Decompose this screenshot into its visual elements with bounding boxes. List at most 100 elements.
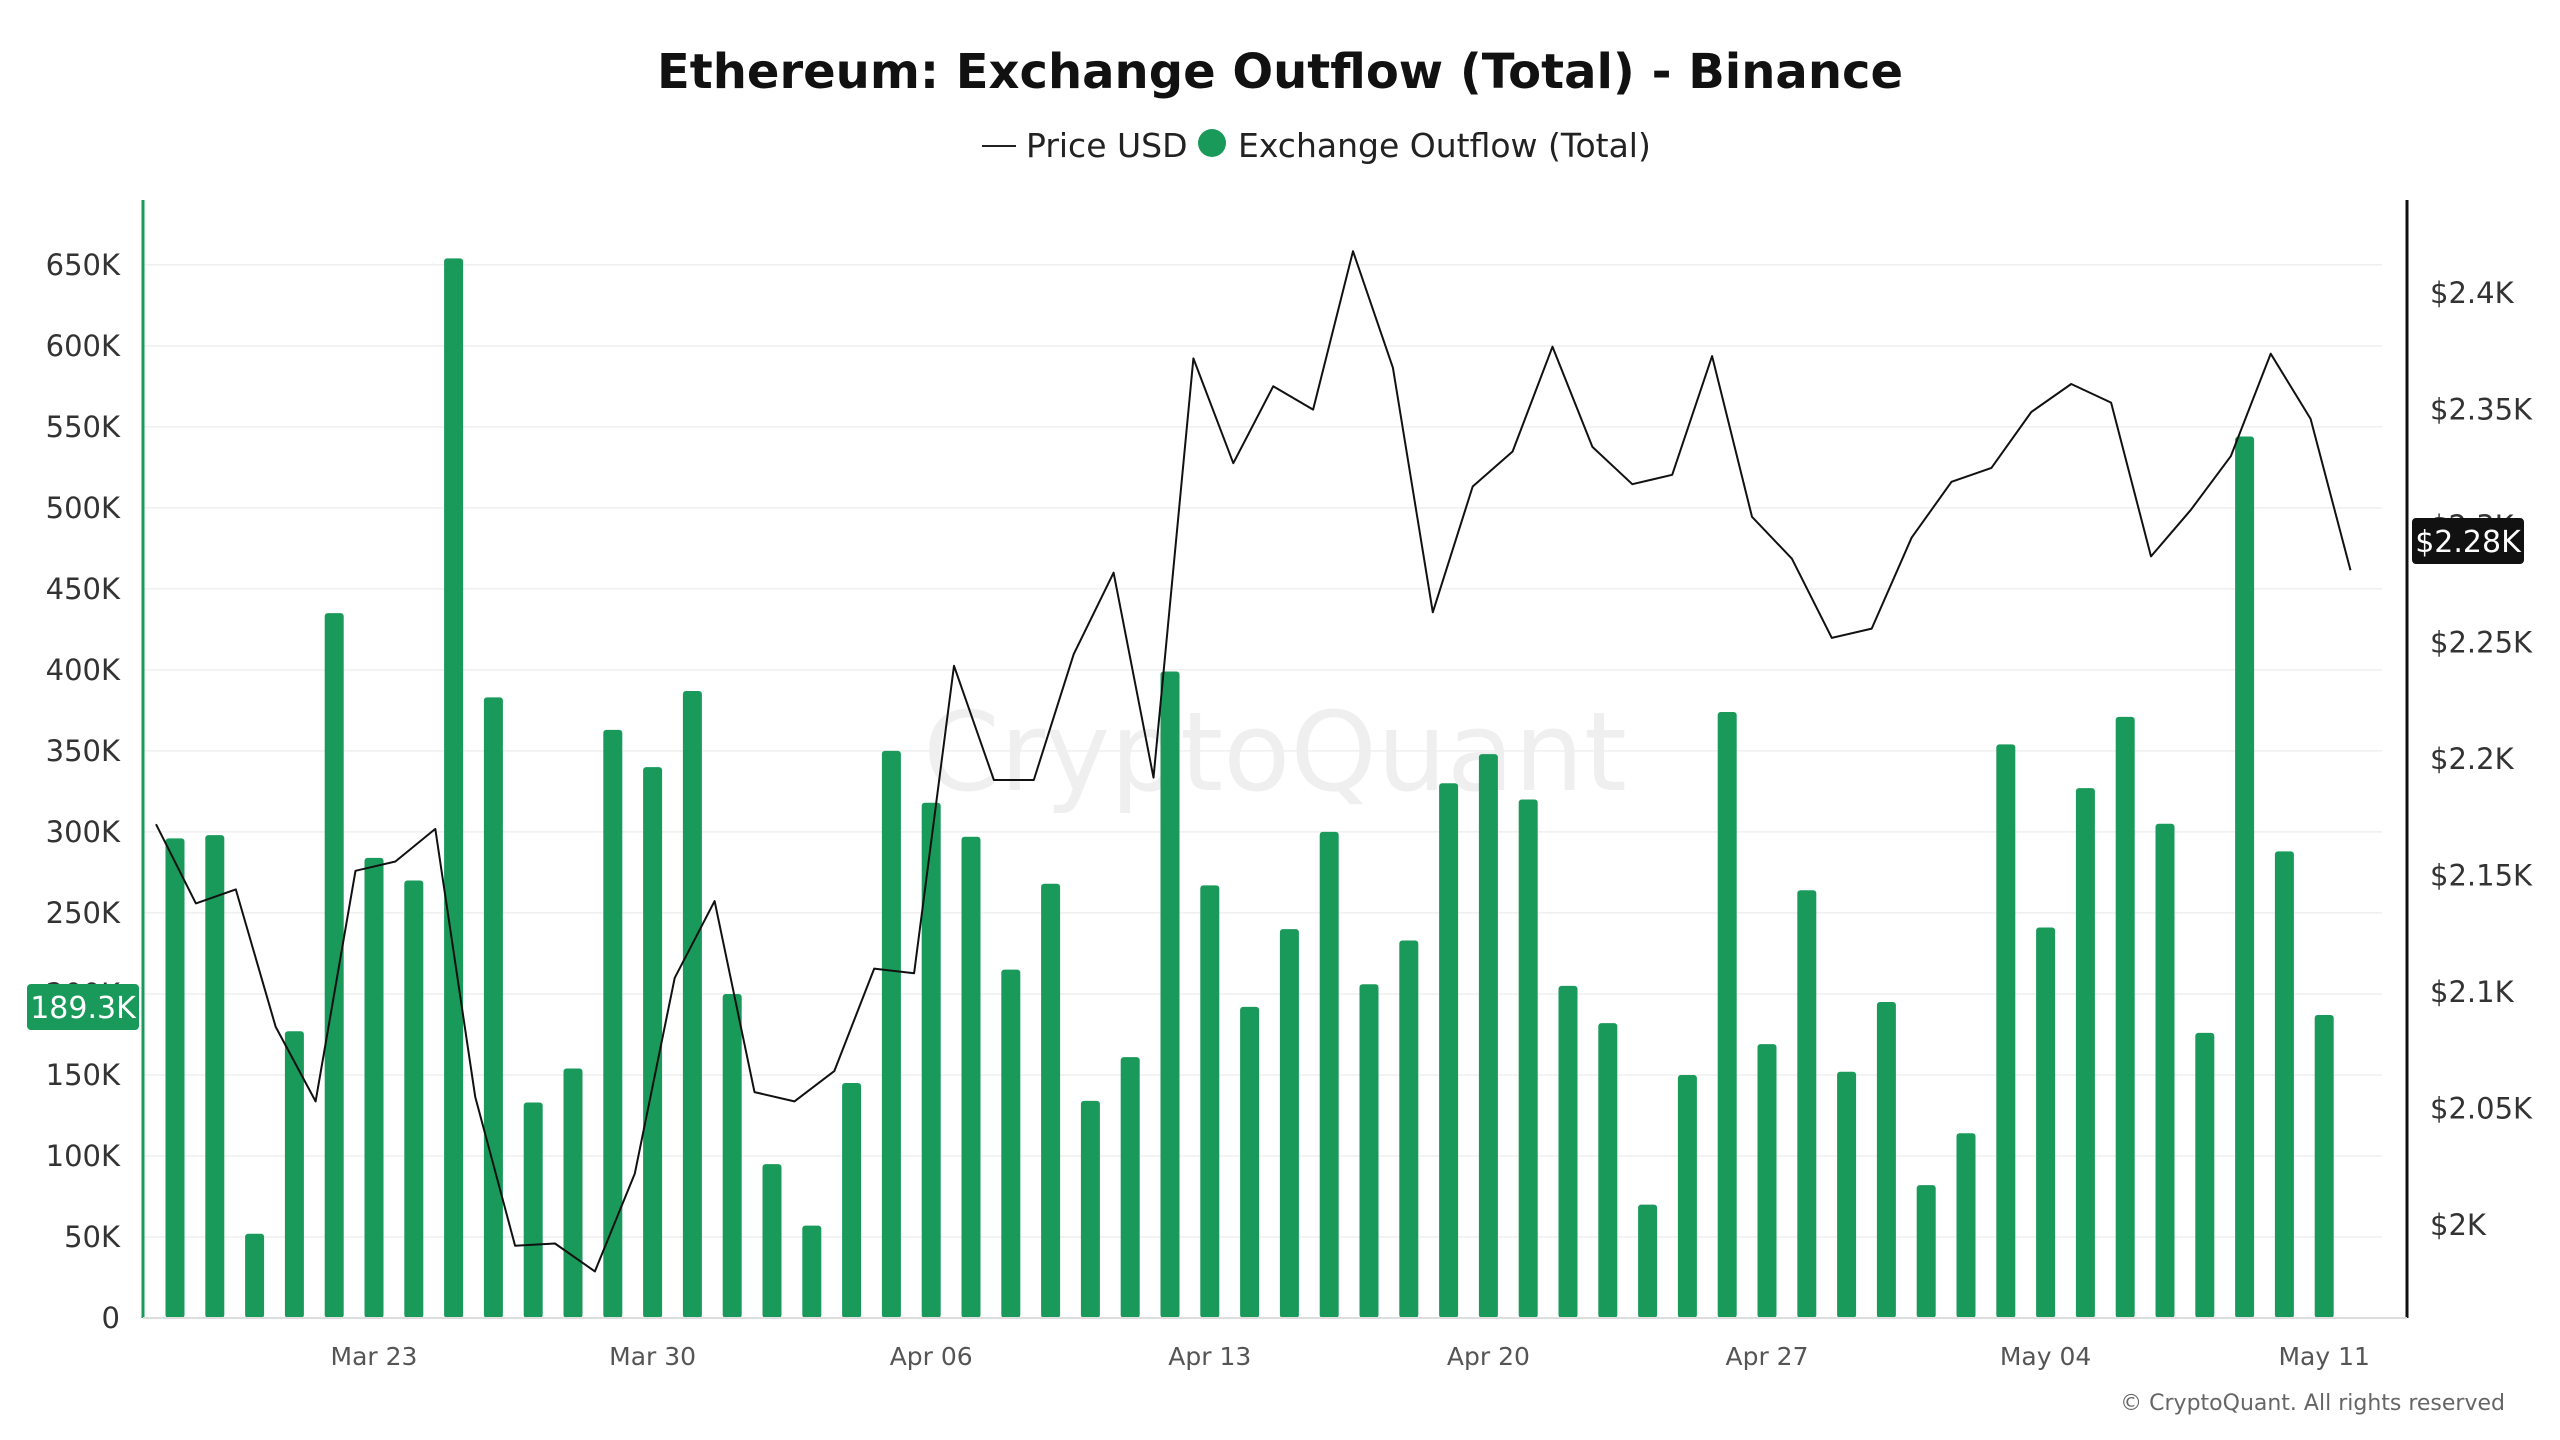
outflow-bar[interactable] xyxy=(722,993,742,1318)
right-tick-label: $2.2K xyxy=(2430,742,2515,776)
outflow-bar[interactable] xyxy=(1677,1074,1697,1318)
outflow-bar[interactable] xyxy=(483,697,503,1318)
outflow-bar[interactable] xyxy=(1837,1071,1857,1318)
outflow-bar[interactable] xyxy=(1359,984,1379,1318)
outflow-bar[interactable] xyxy=(1120,1057,1140,1318)
outflow-bar[interactable] xyxy=(364,857,384,1318)
outflow-bar[interactable] xyxy=(2155,823,2175,1318)
right-tick-label: $2.4K xyxy=(2430,276,2515,310)
outflow-bar[interactable] xyxy=(2036,927,2056,1318)
outflow-bar[interactable] xyxy=(2235,436,2255,1318)
outflow-bar[interactable] xyxy=(523,1102,543,1318)
x-tick-label: May 04 xyxy=(2000,1342,2091,1371)
outflow-bar[interactable] xyxy=(1598,1023,1618,1318)
x-tick-label: Mar 30 xyxy=(609,1342,696,1371)
left-tick-label: 400K xyxy=(46,653,121,687)
x-tick-label: Apr 27 xyxy=(1725,1342,1808,1371)
x-tick-label: Apr 06 xyxy=(890,1342,973,1371)
outflow-bar[interactable] xyxy=(1717,712,1737,1318)
outflow-bar[interactable] xyxy=(1996,744,2016,1318)
outflow-bar[interactable] xyxy=(682,690,702,1318)
svg-text:$2.28K: $2.28K xyxy=(2415,525,2522,560)
outflow-bar[interactable] xyxy=(1916,1185,1936,1318)
left-tick-label: 650K xyxy=(46,248,121,282)
outflow-bar[interactable] xyxy=(1558,985,1578,1318)
outflow-bar[interactable] xyxy=(1200,885,1220,1318)
left-tick-label: 600K xyxy=(46,329,121,363)
outflow-legend-label[interactable]: Exchange Outflow (Total) xyxy=(1238,126,1651,165)
outflow-bar[interactable] xyxy=(1279,929,1299,1318)
grid xyxy=(143,264,2382,1238)
x-axis-ticks: Mar 23 Mar 30 Apr 06 Apr 13 Apr 20 Apr 27 May … xyxy=(331,1342,2370,1371)
outflow-bar[interactable] xyxy=(284,1031,304,1318)
right-axis-ticks: $2K$2.05K$2.1K$2.15K$2.2K$2.25K$2.3K$2.3… xyxy=(2430,276,2533,1242)
outflow-bar[interactable] xyxy=(1797,890,1817,1318)
right-tick-label: $2.15K xyxy=(2430,858,2533,892)
left-tick-label: 350K xyxy=(46,734,121,768)
outflow-bar[interactable] xyxy=(324,613,344,1318)
outflow-bar[interactable] xyxy=(1041,883,1061,1318)
outflow-bar[interactable] xyxy=(2075,788,2095,1318)
left-tick-label: 550K xyxy=(46,410,121,444)
price-line[interactable] xyxy=(155,250,2352,1273)
outflow-bar[interactable] xyxy=(245,1233,265,1318)
outflow-bar[interactable] xyxy=(643,767,663,1318)
outflow-bar[interactable] xyxy=(563,1068,583,1318)
left-tick-label: 100K xyxy=(46,1139,121,1173)
chart-title: Ethereum: Exchange Outflow (Total) - Bin… xyxy=(657,44,1903,100)
outflow-bar[interactable] xyxy=(2115,716,2135,1318)
x-tick-label: Apr 20 xyxy=(1447,1342,1530,1371)
outflow-bar[interactable] xyxy=(1876,1002,1896,1318)
outflow-bar[interactable] xyxy=(1080,1100,1100,1318)
outflow-last-value-tag: 189.3K xyxy=(27,984,139,1030)
outflow-bar[interactable] xyxy=(165,838,185,1318)
left-tick-label: 250K xyxy=(46,896,121,930)
left-tick-label: 150K xyxy=(46,1058,121,1092)
outflow-bar[interactable] xyxy=(1240,1006,1260,1318)
svg-text:189.3K: 189.3K xyxy=(30,991,137,1026)
right-tick-label: $2.05K xyxy=(2430,1091,2533,1125)
outflow-bar[interactable] xyxy=(444,258,464,1318)
outflow-bar[interactable] xyxy=(762,1164,782,1318)
x-tick-label: Mar 23 xyxy=(331,1342,418,1371)
x-tick-label: Apr 13 xyxy=(1168,1342,1251,1371)
outflow-bars xyxy=(165,258,2334,1318)
left-axis-ticks: 050K100K150K200K250K300K350K400K450K500K… xyxy=(46,248,121,1335)
outflow-legend-swatch xyxy=(1198,129,1226,157)
right-tick-label: $2.25K xyxy=(2430,626,2533,660)
price-legend-label[interactable]: Price USD xyxy=(1026,126,1188,165)
outflow-bar[interactable] xyxy=(1439,783,1459,1318)
right-tick-label: $2.35K xyxy=(2430,393,2533,427)
x-tick-label: May 11 xyxy=(2278,1342,2369,1371)
outflow-bar[interactable] xyxy=(205,835,225,1318)
left-tick-label: 450K xyxy=(46,572,121,606)
outflow-bar[interactable] xyxy=(1399,940,1419,1318)
outflow-bar[interactable] xyxy=(921,802,941,1318)
outflow-bar[interactable] xyxy=(1319,831,1339,1318)
outflow-bar[interactable] xyxy=(842,1083,862,1318)
outflow-bar[interactable] xyxy=(1956,1133,1976,1318)
outflow-bar[interactable] xyxy=(1160,671,1180,1318)
legend: Price USD Exchange Outflow (Total) xyxy=(982,126,1651,165)
price-last-value-tag: $2.28K xyxy=(2412,518,2524,564)
watermark: CryptoQuant xyxy=(923,688,1627,816)
outflow-bar[interactable] xyxy=(2274,851,2294,1318)
left-tick-label: 0 xyxy=(102,1301,120,1335)
left-tick-label: 300K xyxy=(46,815,121,849)
outflow-bar[interactable] xyxy=(603,729,623,1318)
outflow-bar[interactable] xyxy=(802,1225,822,1318)
left-tick-label: 50K xyxy=(64,1220,121,1254)
price-line-group xyxy=(155,250,2352,1273)
outflow-bar[interactable] xyxy=(961,836,981,1318)
outflow-bar[interactable] xyxy=(2314,1015,2334,1318)
outflow-bar[interactable] xyxy=(1478,754,1498,1318)
copyright: © CryptoQuant. All rights reserved xyxy=(2120,1391,2505,1416)
outflow-bar[interactable] xyxy=(881,750,901,1318)
outflow-bar[interactable] xyxy=(1518,799,1538,1318)
outflow-bar[interactable] xyxy=(2195,1032,2215,1318)
outflow-bar[interactable] xyxy=(1001,969,1021,1318)
outflow-bar[interactable] xyxy=(404,880,424,1318)
outflow-bar[interactable] xyxy=(1638,1204,1658,1318)
outflow-bar[interactable] xyxy=(1757,1044,1777,1318)
